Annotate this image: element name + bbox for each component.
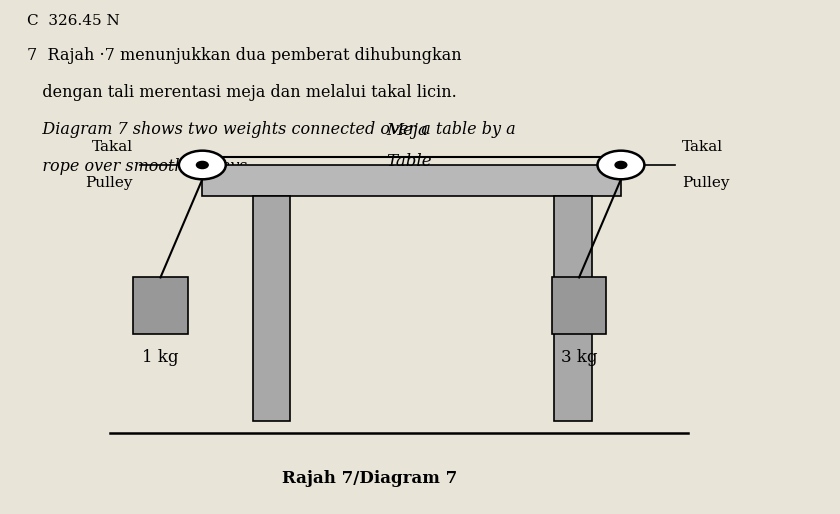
Circle shape xyxy=(597,151,644,179)
Text: Takal: Takal xyxy=(92,140,133,154)
Text: Pulley: Pulley xyxy=(682,176,730,190)
Text: Pulley: Pulley xyxy=(86,176,133,190)
Text: Takal: Takal xyxy=(682,140,723,154)
Text: C  326.45 N: C 326.45 N xyxy=(27,14,119,28)
Text: Diagram 7 shows two weights connected over a table by a: Diagram 7 shows two weights connected ov… xyxy=(27,121,515,138)
Bar xyxy=(253,196,291,420)
Text: Table: Table xyxy=(386,153,432,170)
Bar xyxy=(554,196,591,420)
Text: Rajah 7/Diagram 7: Rajah 7/Diagram 7 xyxy=(282,470,458,487)
Text: 7  Rajah ·7 menunjukkan dua pemberat dihubungkan: 7 Rajah ·7 menunjukkan dua pemberat dihu… xyxy=(27,47,461,64)
Circle shape xyxy=(615,161,627,169)
Circle shape xyxy=(197,161,208,169)
Text: 3 kg: 3 kg xyxy=(561,349,597,366)
Bar xyxy=(134,278,187,334)
Text: dengan tali merentasi meja dan melalui takal licin.: dengan tali merentasi meja dan melalui t… xyxy=(27,84,456,101)
Circle shape xyxy=(179,151,226,179)
Bar xyxy=(552,278,606,334)
Text: Meja: Meja xyxy=(386,122,428,139)
Bar xyxy=(202,165,621,196)
Text: 1 kg: 1 kg xyxy=(142,349,179,366)
Text: rope over smooth pulleys.: rope over smooth pulleys. xyxy=(27,158,252,175)
